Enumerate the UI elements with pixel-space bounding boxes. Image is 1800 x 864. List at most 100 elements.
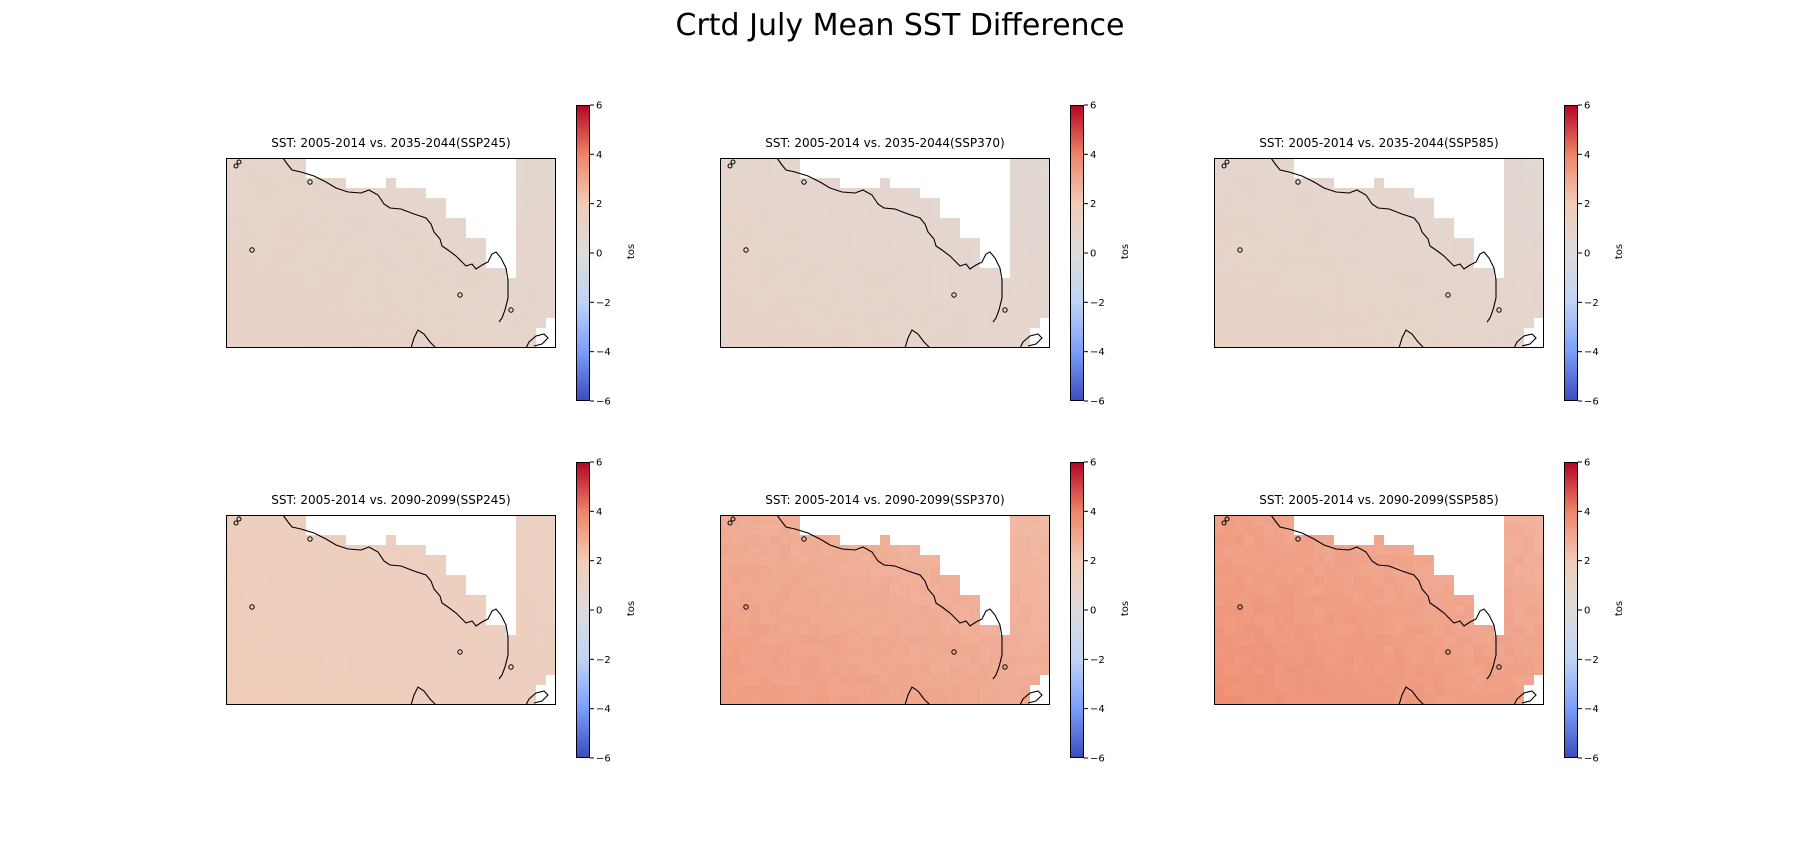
station-marker xyxy=(1295,179,1301,185)
heatmap-cell xyxy=(1414,635,1425,646)
heatmap-cell xyxy=(970,675,981,686)
heatmap-cell xyxy=(266,585,277,596)
heatmap-cell xyxy=(960,655,971,666)
heatmap-cell xyxy=(336,625,347,636)
heatmap-cell xyxy=(1244,655,1255,666)
heatmap-cell xyxy=(436,615,447,626)
heatmap-cell xyxy=(1514,168,1525,179)
heatmap-cell xyxy=(366,575,377,586)
heatmap-cell xyxy=(536,198,547,209)
heatmap-cell xyxy=(1294,655,1305,666)
heatmap-cell xyxy=(860,695,871,705)
heatmap-cell xyxy=(1514,278,1525,289)
heatmap-cell xyxy=(426,318,437,329)
heatmap-cell xyxy=(1274,288,1285,299)
heatmap-cell xyxy=(820,208,831,219)
heatmap-cell xyxy=(486,675,497,686)
heatmap-cell xyxy=(770,565,781,576)
heatmap-cell xyxy=(800,605,811,616)
heatmap-cell xyxy=(1244,308,1255,319)
heatmap-cell xyxy=(1234,288,1245,299)
heatmap-cell xyxy=(316,675,327,686)
heatmap-cell xyxy=(820,198,831,209)
heatmap-cell xyxy=(720,575,731,586)
heatmap-cell xyxy=(860,665,871,676)
heatmap-cell xyxy=(1514,625,1525,636)
heatmap-cell xyxy=(536,308,547,319)
heatmap-cell xyxy=(246,238,257,249)
heatmap-cell xyxy=(780,555,791,566)
heatmap-cell xyxy=(1254,338,1265,348)
heatmap-cell xyxy=(970,288,981,299)
heatmap-cell xyxy=(1504,525,1515,536)
heatmap-cell xyxy=(1304,675,1315,686)
heatmap-cell xyxy=(1030,228,1041,239)
heatmap-cell xyxy=(1244,675,1255,686)
heatmap-cell xyxy=(536,655,547,666)
heatmap-cell xyxy=(1404,218,1415,229)
colorbar-tick-label: −2 xyxy=(596,655,611,666)
heatmap-cell xyxy=(446,268,457,279)
heatmap-cell xyxy=(526,298,537,309)
heatmap-cell xyxy=(1524,208,1535,219)
heatmap-cell xyxy=(750,328,761,339)
heatmap-cell xyxy=(750,178,761,189)
heatmap-cell xyxy=(226,278,237,289)
heatmap-cell xyxy=(720,268,731,279)
colorbar-tick-label: 0 xyxy=(596,606,602,617)
heatmap-cell xyxy=(740,238,751,249)
heatmap-cell xyxy=(880,218,891,229)
heatmap-cell xyxy=(356,288,367,299)
heatmap-cell xyxy=(466,258,477,269)
heatmap-cell xyxy=(376,258,387,269)
heatmap-cell xyxy=(1030,318,1041,329)
heatmap-cell xyxy=(940,615,951,626)
station-marker xyxy=(1496,307,1502,313)
heatmap-cell xyxy=(950,278,961,289)
heatmap-cell xyxy=(1364,228,1375,239)
heatmap-cell xyxy=(386,635,397,646)
colorbar-tick-label: 4 xyxy=(1584,150,1590,161)
heatmap-cell xyxy=(1514,635,1525,646)
heatmap-cell xyxy=(1334,695,1345,705)
heatmap-cell xyxy=(950,695,961,705)
heatmap-cell xyxy=(376,635,387,646)
heatmap-cell xyxy=(870,208,881,219)
heatmap-cell xyxy=(226,575,237,586)
heatmap-cell xyxy=(326,268,337,279)
heatmap-cell xyxy=(820,575,831,586)
heatmap-cell xyxy=(1444,655,1455,666)
heatmap-cell xyxy=(1424,605,1435,616)
heatmap-cell xyxy=(1264,258,1275,269)
heatmap-cell xyxy=(1304,575,1315,586)
heatmap-cell xyxy=(900,278,911,289)
heatmap-cell xyxy=(1304,338,1315,348)
heatmap-cell xyxy=(416,635,427,646)
heatmap-cell xyxy=(1344,645,1355,656)
heatmap-cell xyxy=(446,605,457,616)
heatmap-cell xyxy=(1254,635,1265,646)
heatmap-cell xyxy=(1364,685,1375,696)
heatmap-cell xyxy=(1364,575,1375,586)
heatmap-cell xyxy=(516,198,527,209)
heatmap-cell xyxy=(890,645,901,656)
heatmap-cell xyxy=(326,565,337,576)
heatmap-cell xyxy=(1504,695,1515,705)
colorbar-tick-label: 0 xyxy=(1090,249,1096,260)
heatmap-cell xyxy=(740,645,751,656)
heatmap-cell xyxy=(810,298,821,309)
heatmap-cell xyxy=(900,248,911,259)
heatmap-cell xyxy=(1020,635,1031,646)
heatmap-cell xyxy=(386,545,397,556)
land-mask xyxy=(536,685,547,696)
heatmap-cell xyxy=(1294,288,1305,299)
heatmap-cell xyxy=(850,318,861,329)
heatmap-cell xyxy=(1000,695,1011,705)
heatmap-cell xyxy=(296,278,307,289)
heatmap-cell xyxy=(1244,595,1255,606)
heatmap-cell xyxy=(910,328,921,339)
heatmap-cell xyxy=(930,268,941,279)
heatmap-cell xyxy=(1354,258,1365,269)
heatmap-cell xyxy=(890,695,901,705)
heatmap-cell xyxy=(1234,218,1245,229)
